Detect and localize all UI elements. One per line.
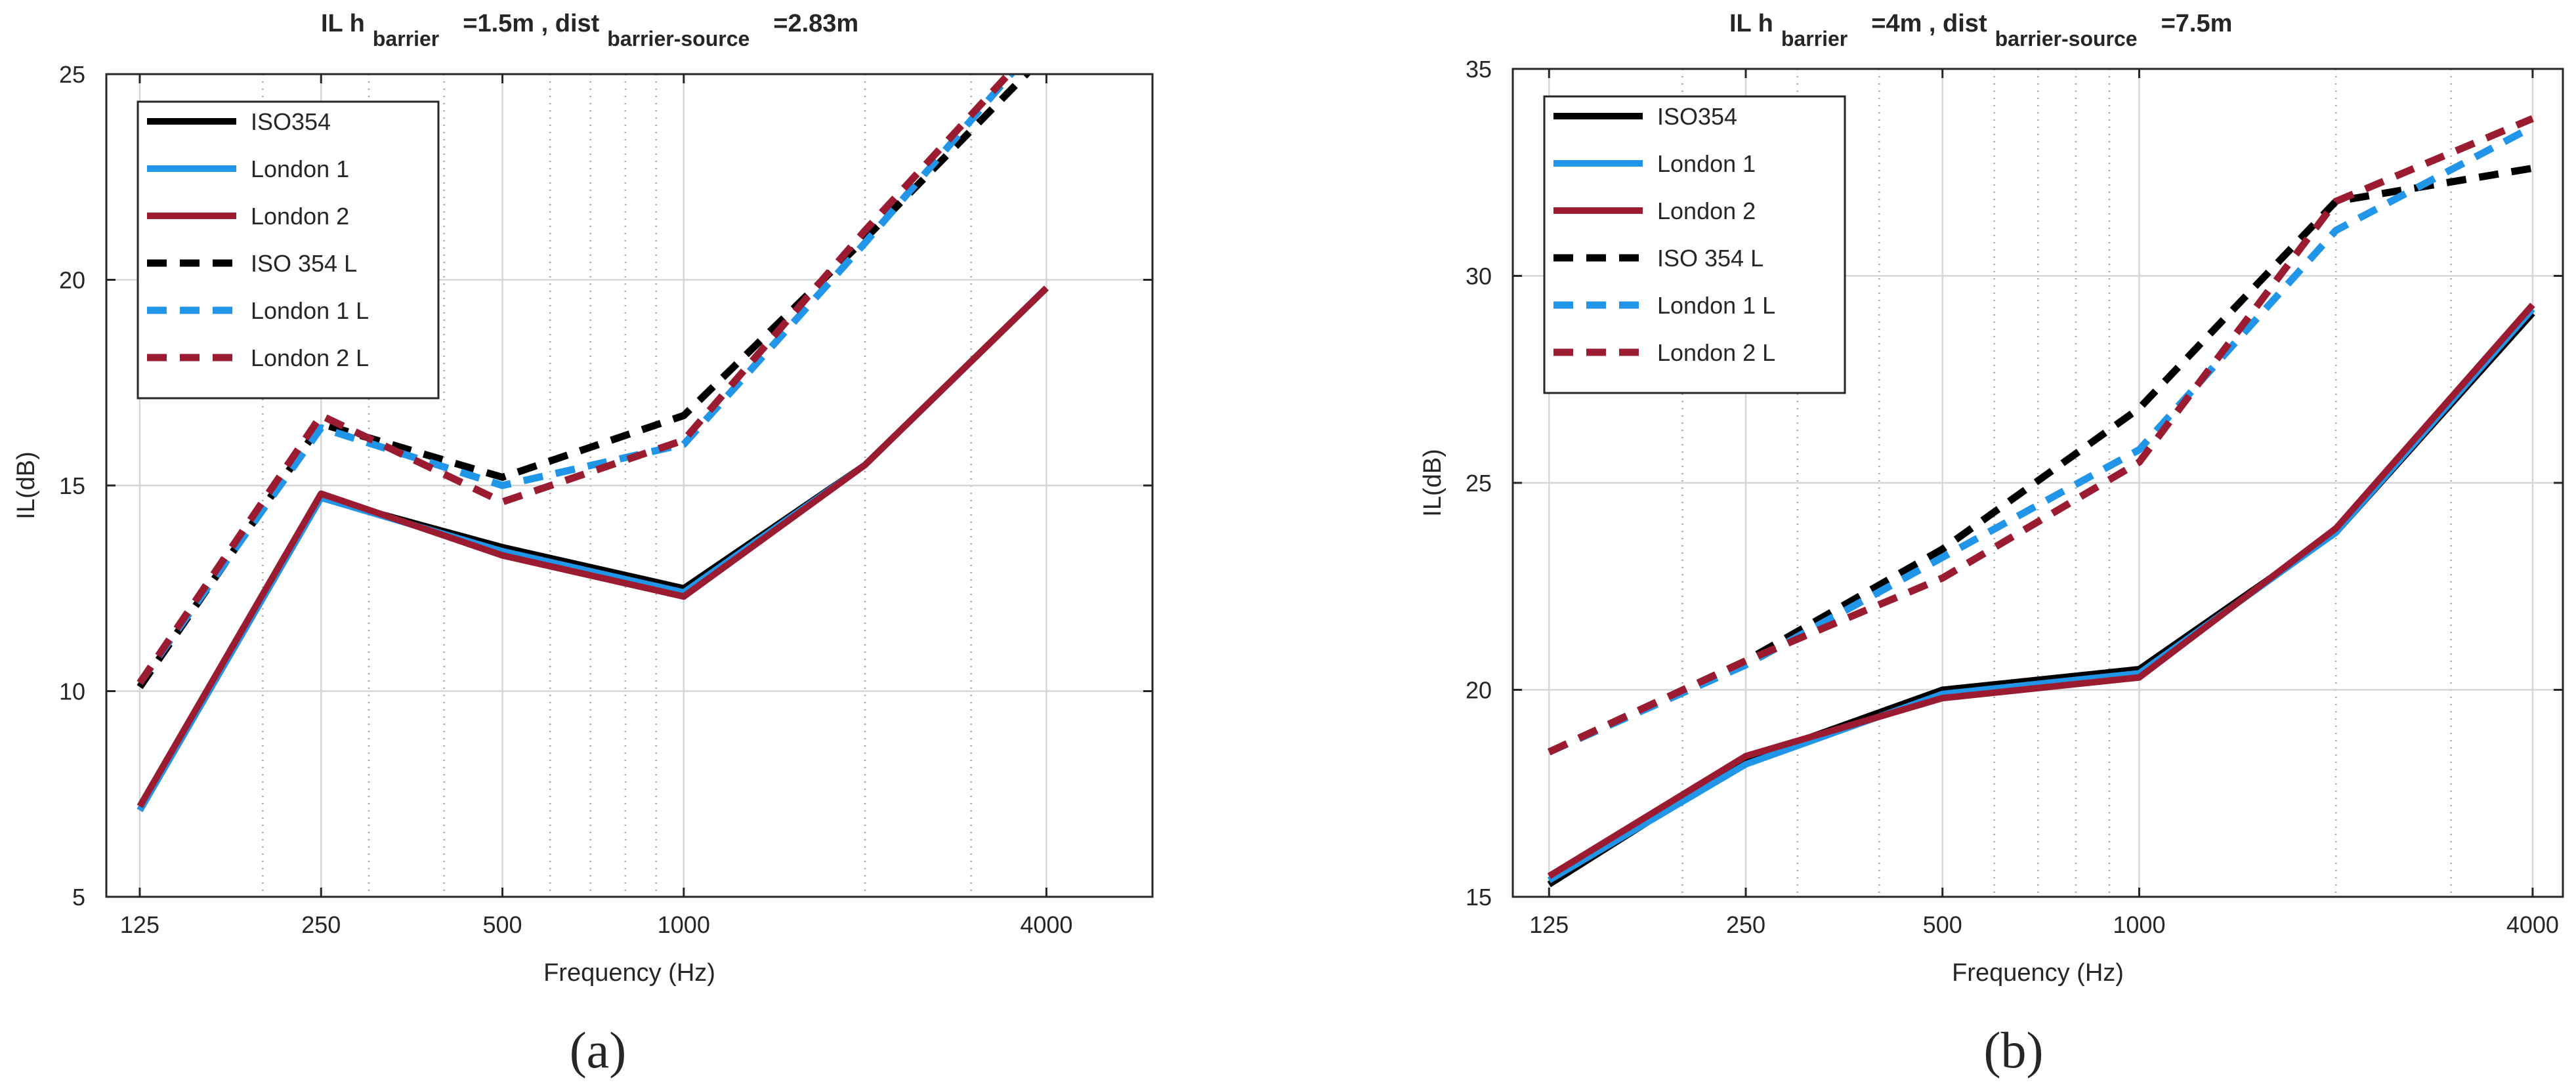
legend-label: London 1 L [1657, 292, 1775, 319]
y-axis-label: IL(dB) [12, 451, 40, 519]
y-tick-label: 15 [59, 472, 85, 499]
y-tick-label: 30 [1466, 263, 1492, 290]
chart-panel-b: 125 250 500 1000 4000 15 20 25 30 35 Frequency (Hz… [1419, 10, 2564, 1079]
legend-label: London 2 [251, 203, 349, 230]
x-tick-label: 4000 [2506, 911, 2559, 938]
title-sub1: barrier [1781, 27, 1848, 51]
x-tick-label: 4000 [1020, 911, 1072, 938]
x-tick-label: 500 [482, 911, 522, 938]
legend-label: London 2 L [251, 344, 369, 371]
legend-label: ISO 354 L [251, 250, 357, 277]
legend-box [137, 100, 440, 400]
x-tick-label: 250 [1726, 911, 1765, 938]
y-tick-label: 20 [59, 267, 85, 294]
series-line-iso354 [1547, 310, 2535, 888]
chart-title: IL h barrier =1.5m , dist barrier-source =2.… [321, 10, 858, 51]
legend-label: ISO 354 L [1657, 245, 1763, 272]
legend-label: London 1 [251, 155, 349, 182]
x-tick-label: 500 [1923, 911, 1962, 938]
series-line-london-2-l [137, 74, 1014, 686]
y-tick-label: 10 [59, 678, 85, 705]
legend-label: London 1 L [251, 297, 369, 324]
title-suffix: =2.83m [773, 10, 858, 37]
y-tick-label: 5 [72, 884, 85, 911]
title-prefix: IL h [1729, 10, 1773, 37]
legend-box [1543, 95, 1846, 394]
x-tick-label: 125 [120, 911, 159, 938]
legend-label: ISO354 [251, 108, 331, 135]
y-tick-label: 20 [1466, 677, 1492, 704]
title-mid: =4m , dist [1871, 10, 1987, 37]
y-tick-label: 25 [1466, 470, 1492, 497]
figure-caption-a: (a) [570, 1021, 627, 1079]
y-tick-label: 35 [1466, 56, 1492, 83]
y-axis-label: IL(dB) [1419, 449, 1446, 516]
legend-label: London 2 [1657, 197, 1756, 224]
x-tick-label: 1000 [658, 911, 710, 938]
x-axis-label: Frequency (Hz) [1952, 959, 2124, 987]
y-tick-label: 15 [1466, 884, 1492, 911]
title-sub1: barrier [373, 27, 439, 51]
title-suffix: =7.5m [2161, 10, 2233, 37]
y-tick-label: 25 [59, 61, 85, 88]
x-tick-label: 1000 [2113, 911, 2165, 938]
title-sub2: barrier-source [1995, 27, 2138, 51]
title-mid: =1.5m , dist [463, 10, 599, 37]
legend-label: London 2 L [1657, 339, 1775, 366]
series-line-london-2 [1547, 302, 2535, 879]
chart-panel-a: 125 250 500 1000 4000 5 10 15 20 25 Frequency (Hz)… [12, 10, 1154, 1079]
series-line-london-2-l [1547, 115, 2535, 756]
legend-label: ISO354 [1657, 103, 1737, 130]
series-group [1547, 115, 2535, 888]
title-sub2: barrier-source [607, 27, 750, 51]
x-tick-label: 125 [1529, 911, 1569, 938]
series-line-london-1 [1547, 306, 2535, 884]
x-tick-label: 250 [301, 911, 341, 938]
series-line-london-2 [137, 285, 1049, 808]
series-group [137, 74, 1049, 812]
x-axis-label: Frequency (Hz) [543, 959, 715, 987]
figure-caption-b: (b) [1984, 1021, 2044, 1079]
legend-label: London 1 [1657, 150, 1756, 177]
title-prefix: IL h [321, 10, 365, 37]
chart-title: IL h barrier =4m , dist barrier-source =7.5m [1729, 10, 2232, 51]
series-line-london-1-l [137, 74, 1016, 686]
